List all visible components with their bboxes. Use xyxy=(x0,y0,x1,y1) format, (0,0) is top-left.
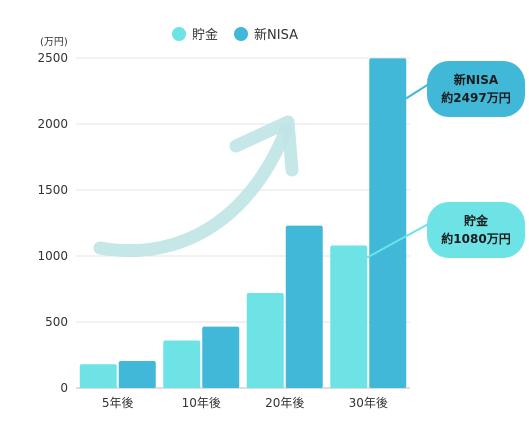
bar-savings-1 xyxy=(163,340,201,388)
callout-nisa: 新NISA 約2497万円 xyxy=(427,61,525,117)
callout-savings-value: 約1080万円 xyxy=(441,232,511,246)
bar-nisa-3 xyxy=(369,58,407,389)
x-tick-label-1: 10年後 xyxy=(182,396,221,410)
bar-nisa-1 xyxy=(202,326,240,388)
y-tick-label-0: 0 xyxy=(60,381,68,395)
y-tick-label-500: 500 xyxy=(45,315,68,329)
y-tick-label-1000: 1000 xyxy=(37,249,68,263)
callout-nisa-title: 新NISA xyxy=(453,73,499,87)
y-tick-label-2000: 2000 xyxy=(37,117,68,131)
legend: 貯金 新NISA xyxy=(172,24,298,43)
bar-savings-0 xyxy=(79,364,117,388)
legend-dot-nisa xyxy=(234,26,249,41)
y-tick-label-2500: 2500 xyxy=(37,51,68,65)
growth-arrow-head-icon xyxy=(229,115,299,177)
bar-nisa-2 xyxy=(285,225,323,388)
bar-nisa-0 xyxy=(118,360,156,388)
y-axis-unit: (万円) xyxy=(40,37,68,48)
callout-nisa-value: 約2497万円 xyxy=(441,91,511,105)
growth-arrow-icon xyxy=(93,123,293,258)
y-tick-label-1500: 1500 xyxy=(37,183,68,197)
bar-savings-2 xyxy=(246,292,284,388)
legend-item-savings: 貯金 xyxy=(172,24,218,43)
legend-label-nisa: 新NISA xyxy=(254,28,298,43)
callout-savings-title: 貯金 xyxy=(463,214,488,228)
x-tick-label-3: 30年後 xyxy=(349,396,388,410)
legend-item-nisa: 新NISA xyxy=(234,24,298,43)
x-tick-label-2: 20年後 xyxy=(265,396,304,410)
callout-savings: 貯金 約1080万円 xyxy=(427,202,525,258)
legend-dot-savings xyxy=(172,26,186,41)
x-tick-label-0: 5年後 xyxy=(102,396,134,410)
bar-savings-3 xyxy=(330,245,368,388)
legend-label-savings: 貯金 xyxy=(192,28,219,43)
leader-line-savings xyxy=(366,221,433,259)
